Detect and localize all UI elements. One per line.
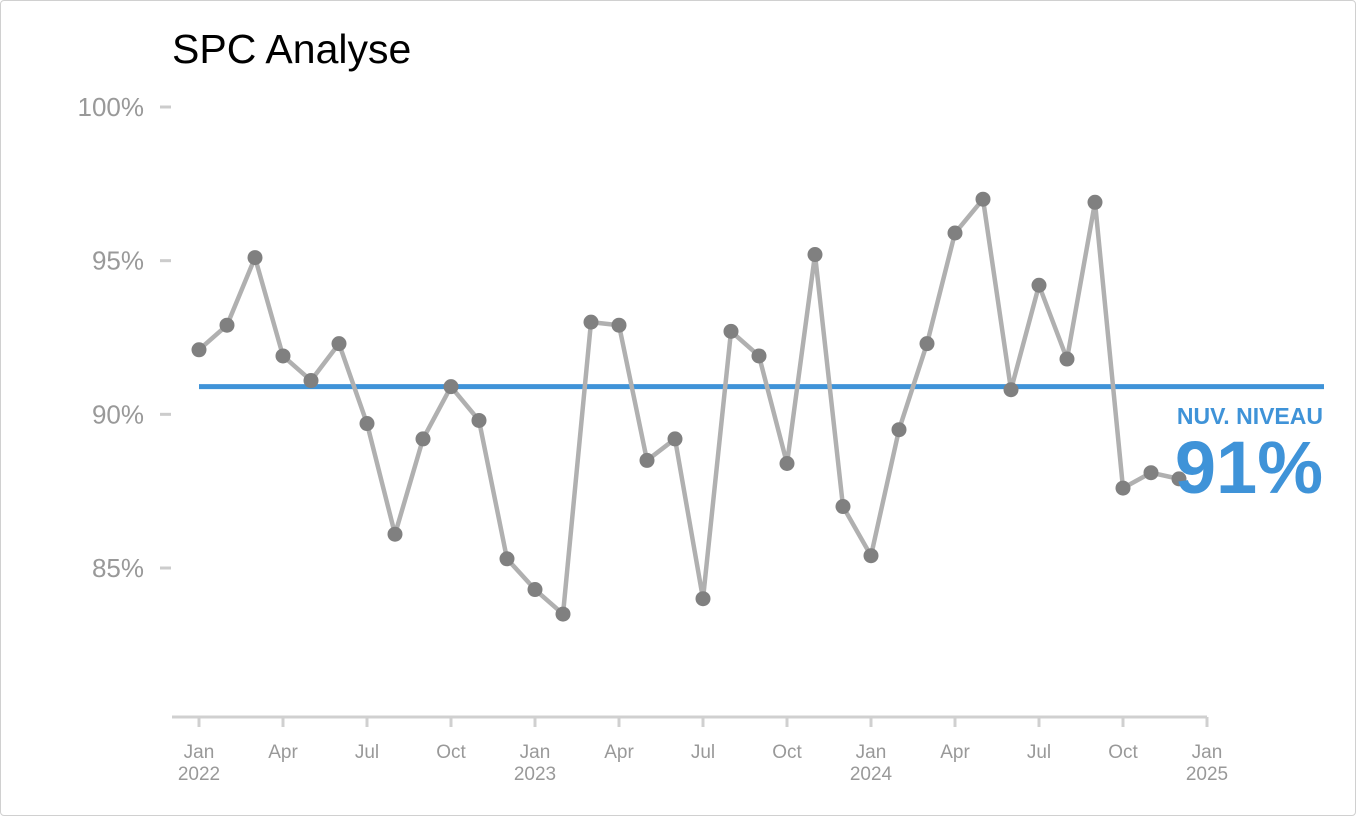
data-point [303, 373, 319, 389]
data-point [583, 314, 599, 330]
data-point [219, 317, 235, 333]
data-point [723, 323, 739, 339]
y-tick-label: 95% [92, 246, 144, 276]
data-point [807, 247, 823, 263]
data-point [1031, 277, 1047, 293]
data-point [331, 336, 347, 352]
y-tick-label: 100% [78, 92, 145, 122]
y-tick-label: 85% [92, 553, 144, 583]
data-point [1115, 480, 1131, 496]
data-point [891, 422, 907, 438]
y-tick-label: 90% [92, 399, 144, 429]
data-point [975, 191, 991, 207]
x-tick-label: Jan [856, 742, 887, 763]
x-tick-year-label: 2025 [1186, 764, 1228, 785]
x-tick-label: Jan [520, 742, 551, 763]
series-line [197, 196, 1180, 617]
data-point [863, 548, 879, 564]
data-point [275, 348, 291, 364]
x-tick-label: Apr [268, 742, 298, 763]
level-tag: NUV. NIVEAU [1177, 403, 1323, 429]
x-tick-year-label: 2023 [514, 764, 556, 785]
data-point [779, 456, 795, 472]
data-point [835, 499, 851, 515]
data-point [695, 591, 711, 607]
data-point [1143, 465, 1159, 481]
series-layer [191, 191, 1187, 622]
data-point [1003, 382, 1019, 398]
x-tick-year-label: 2024 [850, 764, 893, 785]
data-point [1171, 471, 1187, 487]
x-tick-year-label: 2022 [178, 764, 220, 785]
x-tick-label: Oct [436, 742, 466, 763]
x-tick-label: Jan [1192, 742, 1223, 763]
data-point [415, 431, 431, 447]
x-tick-label: Apr [940, 742, 970, 763]
x-tick-label: Jul [691, 742, 715, 763]
data-point [527, 582, 543, 598]
level-value: 91% [1175, 426, 1323, 509]
data-point [1087, 194, 1103, 210]
level-label-layer: NUV. NIVEAU 91% [1175, 403, 1323, 509]
data-point [919, 336, 935, 352]
x-tick-label: Jan [184, 742, 215, 763]
data-point [191, 342, 207, 358]
data-point [947, 225, 963, 241]
data-point [471, 412, 487, 428]
x-tick-label: Oct [1108, 742, 1138, 763]
y-axis: 100% 95% 90% 85% [78, 92, 171, 583]
data-point [555, 606, 571, 622]
x-tick-label: Jul [355, 742, 379, 763]
data-point [443, 379, 459, 395]
data-point [667, 431, 683, 447]
data-point [387, 526, 403, 542]
x-tick-label: Oct [772, 742, 802, 763]
data-point [611, 317, 627, 333]
data-point [1059, 351, 1075, 367]
data-point [499, 551, 515, 567]
data-point [751, 348, 767, 364]
data-point [247, 250, 263, 266]
data-point [359, 416, 375, 432]
chart-title: SPC Analyse [172, 26, 412, 72]
data-point [639, 452, 655, 468]
x-tick-label: Apr [604, 742, 634, 763]
x-tick-label: Jul [1027, 742, 1051, 763]
